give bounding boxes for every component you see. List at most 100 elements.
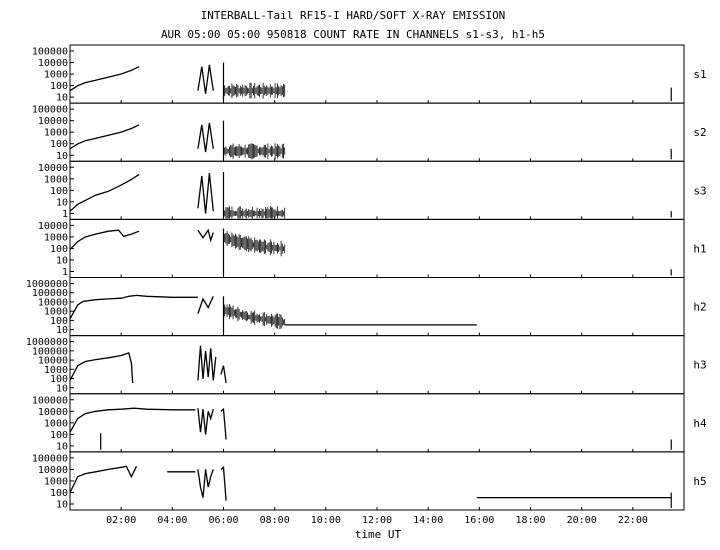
series-trace-s1 xyxy=(197,64,214,94)
panel-label-h5: h5 xyxy=(693,475,706,488)
series-trace-h1 xyxy=(69,229,140,250)
y-tick-label: 10 xyxy=(56,383,68,394)
y-tick-label: 1000 xyxy=(44,174,68,185)
chart-title: INTERBALL-Tail RF15-I HARD/SOFT X-RAY EM… xyxy=(201,9,506,22)
y-tick-label: 10 xyxy=(56,325,68,336)
y-tick-label: 10 xyxy=(56,93,68,104)
y-tick-label: 1000000 xyxy=(26,279,68,290)
series-trace-h3 xyxy=(69,352,134,384)
x-tick-label: 12:00 xyxy=(362,515,392,526)
y-tick-label: 100000 xyxy=(32,395,68,406)
y-tick-label: 100 xyxy=(50,81,68,92)
series-trace-h2 xyxy=(223,304,286,330)
y-tick-label: 100000 xyxy=(32,105,68,116)
series-trace-h4 xyxy=(220,407,227,440)
y-tick-label: 10 xyxy=(56,500,68,511)
series-trace-h5 xyxy=(69,465,138,493)
y-tick-label: 100000 xyxy=(32,453,68,464)
y-tick-label: 100 xyxy=(50,488,68,499)
y-tick-label: 10000 xyxy=(38,407,68,418)
y-tick-label: 100000 xyxy=(32,346,68,357)
x-tick-label: 04:00 xyxy=(157,515,187,526)
y-tick-label: 10000 xyxy=(38,163,68,174)
y-tick-label: 10 xyxy=(56,197,68,208)
y-tick-label: 1000 xyxy=(44,128,68,139)
y-tick-label: 1000 xyxy=(44,365,68,376)
series-trace-s1 xyxy=(69,66,140,92)
x-tick-label: 06:00 xyxy=(208,515,238,526)
panel-frame xyxy=(69,335,685,395)
series-trace-h2 xyxy=(69,294,198,320)
y-tick-label: 100 xyxy=(50,430,68,441)
series-trace-s2 xyxy=(223,143,286,160)
series-trace-h5 xyxy=(220,466,227,501)
panel-label-h4: h4 xyxy=(693,417,707,430)
x-axis: 02:00 04:00 06:00 08:00 10:00 12:00 14:00 16:00… xyxy=(106,515,648,526)
panel-label-h3: h3 xyxy=(693,359,706,372)
panel-frame xyxy=(69,277,685,337)
x-tick-label: 20:00 xyxy=(567,515,597,526)
y-tick-label: 10000 xyxy=(38,297,68,308)
series-trace-h3 xyxy=(220,365,227,384)
y-tick-label: 10000 xyxy=(38,221,68,232)
panel-frame xyxy=(69,451,685,511)
series-trace-s3 xyxy=(69,173,140,212)
y-tick-label: 10000 xyxy=(38,58,68,69)
series-trace-h4 xyxy=(69,407,196,433)
y-tick-label: 10000 xyxy=(38,356,68,367)
y-tick-label: 10000 xyxy=(38,465,68,476)
y-tick-label: 10000 xyxy=(38,116,68,127)
y-tick-label: 1000 xyxy=(44,307,68,318)
y-tick-label: 10 xyxy=(56,441,68,452)
y-tick-label: 100000 xyxy=(32,47,68,58)
x-tick-label: 14:00 xyxy=(413,515,443,526)
y-tick-label: 1000 xyxy=(44,418,68,429)
series-trace-h4 xyxy=(197,408,214,435)
y-tick-label: 1000 xyxy=(44,232,68,243)
panel-label-h1: h1 xyxy=(693,242,706,255)
panel-frame xyxy=(69,218,685,278)
series-trace-s3 xyxy=(197,173,214,214)
y-tick-label: 100 xyxy=(50,186,68,197)
series-trace-h1 xyxy=(223,231,286,257)
y-tick-label: 1000000 xyxy=(26,337,68,348)
panel-frame xyxy=(69,160,685,220)
series-trace-s3 xyxy=(223,205,286,219)
panel-frame xyxy=(69,393,685,453)
series-trace-s1 xyxy=(223,82,286,99)
panel-label-s2: s2 xyxy=(693,126,706,139)
series-trace-s2 xyxy=(69,124,140,150)
panel-frame xyxy=(69,102,685,162)
y-tick-label: 100000 xyxy=(32,288,68,299)
series-trace-h1 xyxy=(197,228,214,243)
y-tick-label: 100 xyxy=(50,139,68,150)
y-tick-label: 1000 xyxy=(44,476,68,487)
y-tick-label: 1 xyxy=(62,209,68,220)
y-tick-label: 100 xyxy=(50,316,68,327)
x-tick-label: 18:00 xyxy=(515,515,545,526)
y-tick-label: 100 xyxy=(50,244,68,255)
panel-label-h2: h2 xyxy=(693,301,706,314)
y-tick-label: 100 xyxy=(50,374,68,385)
chart-subtitle: AUR 05:00 05:00 950818 COUNT RATE IN CHA… xyxy=(161,28,545,41)
x-tick-label: 08:00 xyxy=(260,515,290,526)
y-tick-label: 10 xyxy=(56,255,68,266)
series-trace-s2 xyxy=(197,122,214,153)
y-tick-label: 10 xyxy=(56,151,68,162)
x-tick-label: 16:00 xyxy=(464,515,494,526)
panel-frame xyxy=(69,44,685,104)
panel-label-s1: s1 xyxy=(693,68,706,81)
x-tick-label: 02:00 xyxy=(106,515,136,526)
series-trace-h5 xyxy=(197,469,214,498)
series-trace-h2 xyxy=(197,296,214,314)
series-trace-h3 xyxy=(197,345,217,381)
